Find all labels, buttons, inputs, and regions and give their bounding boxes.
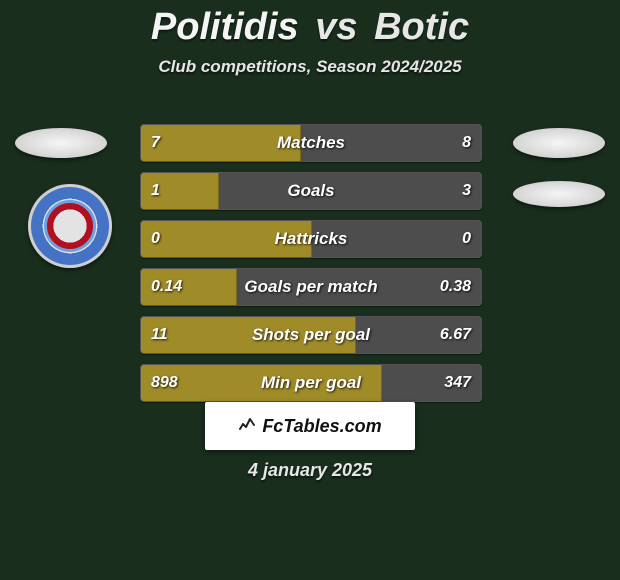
date-label: 4 january 2025 <box>0 460 620 481</box>
player1-photo-placeholder <box>15 128 107 158</box>
stat-value-right: 0.38 <box>440 269 471 305</box>
stat-label: Shots per goal <box>141 317 481 353</box>
stat-value-right: 8 <box>462 125 471 161</box>
stat-row: 898Min per goal347 <box>140 364 482 402</box>
vs-label: vs <box>309 6 363 48</box>
stat-value-right: 347 <box>444 365 471 401</box>
brand-icon <box>238 415 256 438</box>
player2-name: Botic <box>374 6 469 48</box>
comparison-card: Politidis vs Botic Club competitions, Se… <box>0 6 620 580</box>
subtitle: Club competitions, Season 2024/2025 <box>0 57 620 77</box>
stat-label: Hattricks <box>141 221 481 257</box>
stat-row: 0.14Goals per match0.38 <box>140 268 482 306</box>
stat-value-right: 0 <box>462 221 471 257</box>
player1-name: Politidis <box>151 6 299 48</box>
stat-label: Goals <box>141 173 481 209</box>
stat-value-right: 6.67 <box>440 317 471 353</box>
stat-value-right: 3 <box>462 173 471 209</box>
stats-table: 7Matches8 1Goals3 0Hattricks0 0.14Goals per… <box>140 124 480 412</box>
stat-label: Min per goal <box>141 365 481 401</box>
stat-row: 11Shots per goal6.67 <box>140 316 482 354</box>
stat-label: Goals per match <box>141 269 481 305</box>
stat-label: Matches <box>141 125 481 161</box>
player2-photo-placeholder <box>513 128 605 158</box>
stat-row: 0Hattricks0 <box>140 220 482 258</box>
stat-row: 7Matches8 <box>140 124 482 162</box>
brand-label: FcTables.com <box>262 416 381 437</box>
stat-row: 1Goals3 <box>140 172 482 210</box>
brand-card: FcTables.com <box>205 402 415 450</box>
player2-club-placeholder <box>513 181 605 207</box>
page-title: Politidis vs Botic <box>0 6 620 49</box>
player1-club-badge <box>28 184 112 268</box>
